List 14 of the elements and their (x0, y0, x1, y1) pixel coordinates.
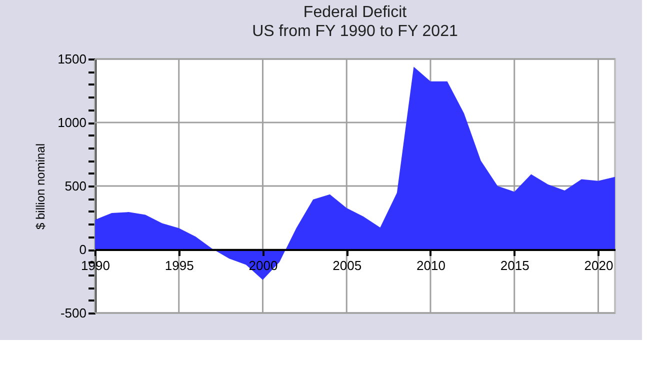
x-tick-label: 2010 (416, 258, 446, 273)
x-tick-label: 2020 (584, 258, 614, 273)
y-tick-label: 1000 (58, 115, 86, 130)
y-tick-label: 500 (64, 178, 86, 194)
y-axis-title: $ billion nominal (34, 143, 48, 230)
x-tick-label: 1995 (164, 258, 194, 273)
x-tick-label: 2000 (248, 258, 278, 273)
chart-subtitle: US from FY 1990 to FY 2021 (252, 23, 458, 40)
x-tick-label: 2005 (332, 258, 362, 273)
y-tick-label: 1500 (58, 52, 86, 66)
chart-title: Federal Deficit (303, 4, 408, 21)
y-tick-label: -500 (60, 306, 86, 320)
x-tick-label: 2015 (500, 258, 530, 273)
y-tick-label: 0 (79, 242, 86, 257)
